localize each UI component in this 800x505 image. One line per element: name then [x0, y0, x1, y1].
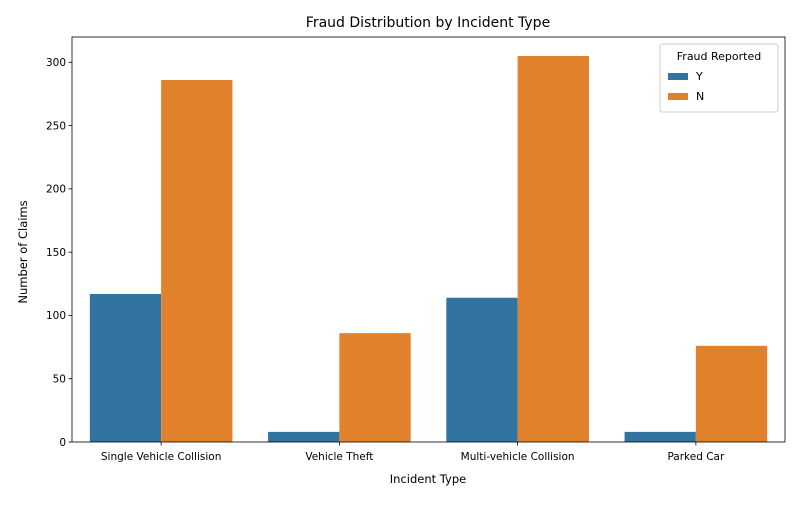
bar-Y-0 — [89, 293, 162, 442]
legend-swatch-N — [668, 93, 688, 100]
legend: Fraud Reported YN — [659, 43, 779, 113]
plot-frame — [71, 36, 786, 443]
y-tick-label: 50 — [53, 374, 66, 386]
bar-Y-1 — [268, 431, 340, 443]
bar-N-1 — [339, 333, 411, 442]
legend-entry-Y: Y — [695, 70, 703, 83]
legend-box — [659, 43, 779, 113]
x-tick-label: Multi-vehicle Collision — [461, 451, 575, 463]
chart-title: Fraud Distribution by Incident Type — [306, 15, 550, 31]
y-axis-label: Number of Claims — [16, 200, 30, 303]
legend-title: Fraud Reported — [677, 50, 761, 63]
bar-N-2 — [517, 55, 589, 442]
x-tick-label: Vehicle Theft — [305, 451, 373, 463]
legend-entry-N: N — [696, 90, 704, 103]
bar-Y-3 — [624, 431, 696, 443]
bar-Y-2 — [446, 297, 518, 442]
y-tick-label: 150 — [46, 247, 66, 259]
bar-N-0 — [161, 80, 233, 442]
x-axis-label: Incident Type — [390, 472, 466, 486]
y-tick-label: 200 — [46, 184, 66, 196]
bar-N-3 — [695, 345, 768, 442]
y-tick-label: 100 — [46, 310, 66, 322]
y-tick-label: 300 — [46, 57, 66, 69]
y-tick-label: 250 — [46, 120, 66, 132]
x-tick-label: Parked Car — [667, 451, 725, 463]
y-tick-label: 0 — [59, 437, 66, 449]
plot-area: 0 50 100 150 200 250 300 Single Vehicle Collisi… — [46, 36, 786, 463]
x-tick-label: Single Vehicle Collision — [101, 451, 221, 463]
legend-swatch-Y — [668, 73, 688, 80]
